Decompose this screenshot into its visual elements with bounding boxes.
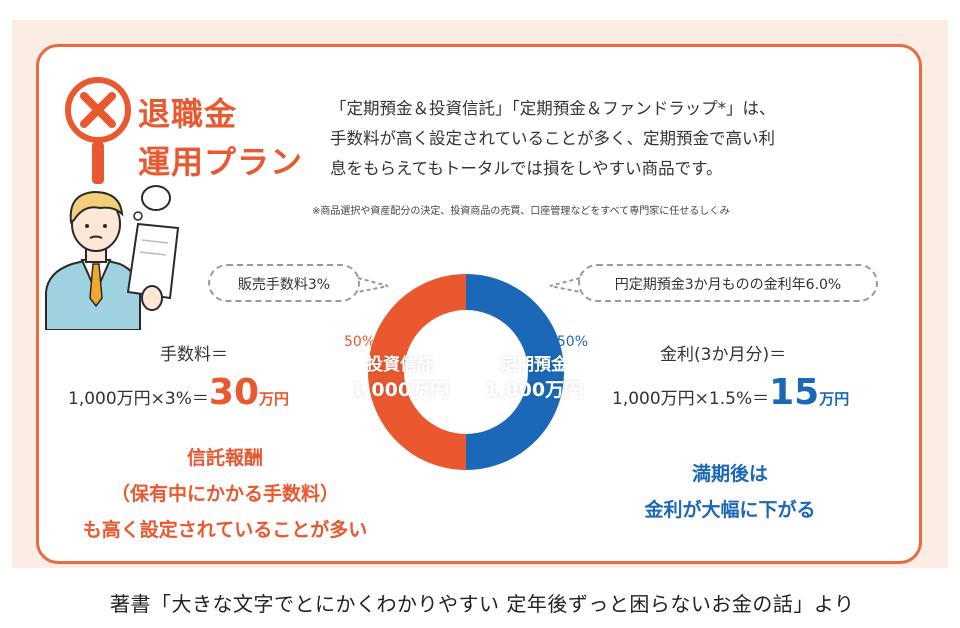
intro-line3: 息をもらえてもトータルでは損をしやすい商品です。 bbox=[330, 159, 723, 178]
investment-trust-name: 投資信託 bbox=[366, 355, 434, 375]
fee-unit: 万円 bbox=[259, 390, 290, 408]
source-caption: 著書「大きな文字でとにかくわかりやすい 定年後ずっと困らないお金の話」より bbox=[110, 592, 855, 616]
interest-formula: 1,000万円×1.5%＝15万円 bbox=[612, 372, 849, 413]
magnifier-x-icon bbox=[65, 77, 131, 184]
investment-trust-percent: 50% bbox=[344, 334, 376, 350]
trust-fee-note-line1: 信託報酬 bbox=[186, 447, 263, 469]
trust-fee-note: 信託報酬 （保有中にかかる手数料） も高く設定されていることが多い bbox=[60, 440, 390, 548]
intro-line1: 「定期預金＆投資信託」「定期預金＆ファンドラップ*」は、 bbox=[330, 99, 776, 118]
plan-title-line2: 運用プラン bbox=[138, 143, 304, 181]
businessman-illustration bbox=[45, 185, 180, 330]
allocation-donut-chart bbox=[368, 274, 564, 470]
interest-rate-bubble: 円定期預金3か月ものの金利年6.0% bbox=[578, 264, 878, 302]
maturity-note: 満期後は 金利が大幅に下がる bbox=[580, 456, 880, 528]
maturity-note-line1: 満期後は bbox=[691, 463, 768, 485]
plan-title: 退職金 運用プラン bbox=[138, 90, 303, 186]
sales-fee-bubble: 販売手数料3% bbox=[208, 264, 360, 302]
trust-fee-note-line3: も高く設定されていることが多い bbox=[82, 519, 368, 541]
time-deposit-percent: 50% bbox=[556, 334, 588, 350]
interest-unit: 万円 bbox=[819, 390, 850, 408]
time-deposit-name: 定期預金 bbox=[500, 355, 568, 375]
time-deposit-slice bbox=[466, 274, 564, 470]
footnote: ※商品選択や資産配分の決定、投資商品の売買、口座管理などをすべて専門家に任せるし… bbox=[312, 206, 730, 217]
interest-result: 15 bbox=[769, 372, 820, 413]
interest-rate-text: 円定期預金3か月ものの金利年6.0% bbox=[614, 277, 842, 293]
bubble-pointer-left-icon bbox=[357, 277, 389, 293]
fee-formula-text: 1,000万円×3%＝ bbox=[68, 389, 209, 409]
fee-label: 手数料＝ bbox=[160, 345, 228, 365]
investment-trust-label: 50% 投資信託 1,000万円 bbox=[340, 334, 460, 402]
investment-trust-slice bbox=[368, 274, 466, 470]
bubble-pointer-right-icon bbox=[549, 277, 581, 293]
trust-fee-note-line2: （保有中にかかる手数料） bbox=[110, 483, 339, 505]
time-deposit-label: 50% 定期預金 1,000万円 bbox=[474, 334, 594, 402]
intro-line2: 手数料が高く設定されていることが多く、定期預金で高い利 bbox=[330, 129, 776, 148]
sales-fee-text: 販売手数料3% bbox=[237, 277, 331, 293]
plan-title-line1: 退職金 bbox=[138, 95, 238, 133]
fee-result: 30 bbox=[208, 372, 259, 413]
interest-formula-text: 1,000万円×1.5%＝ bbox=[612, 389, 770, 409]
intro-text: 「定期預金＆投資信託」「定期預金＆ファンドラップ*」は、 手数料が高く設定されて… bbox=[330, 94, 890, 184]
interest-label: 金利(3か月分)＝ bbox=[660, 345, 787, 365]
fee-formula: 1,000万円×3%＝30万円 bbox=[68, 372, 289, 413]
time-deposit-amount: 1,000万円 bbox=[484, 379, 584, 401]
investment-trust-amount: 1,000万円 bbox=[350, 379, 450, 401]
maturity-note-line2: 金利が大幅に下がる bbox=[644, 499, 816, 521]
